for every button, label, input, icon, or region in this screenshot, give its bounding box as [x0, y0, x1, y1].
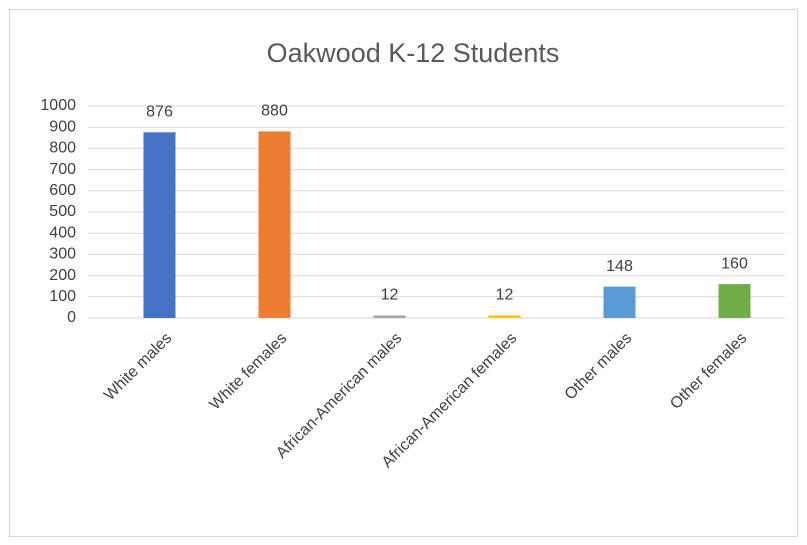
y-tick-label: 500: [49, 203, 76, 220]
y-tick-label: 800: [49, 140, 76, 157]
chart-border: [9, 9, 798, 537]
data-label: 12: [381, 287, 399, 304]
bar: [718, 284, 751, 318]
bar: [143, 132, 176, 318]
data-label: 12: [496, 287, 514, 304]
y-tick-label: 700: [49, 161, 76, 178]
bar: [373, 315, 406, 318]
y-tick-label: 300: [49, 246, 76, 263]
y-tick-label: 1000: [40, 97, 76, 114]
bar: [258, 131, 291, 318]
data-label: 876: [146, 104, 173, 121]
y-tick-label: 100: [49, 288, 76, 305]
bar: [488, 315, 521, 318]
y-tick-label: 0: [67, 309, 76, 326]
y-tick-label: 200: [49, 267, 76, 284]
data-label: 880: [261, 103, 288, 120]
data-label: 160: [721, 255, 748, 272]
y-tick-label: 600: [49, 182, 76, 199]
bar: [603, 286, 636, 318]
y-tick-label: 900: [49, 118, 76, 135]
data-label: 148: [606, 258, 633, 275]
chart-title: Oakwood K-12 Students: [267, 38, 560, 68]
y-tick-label: 400: [49, 224, 76, 241]
